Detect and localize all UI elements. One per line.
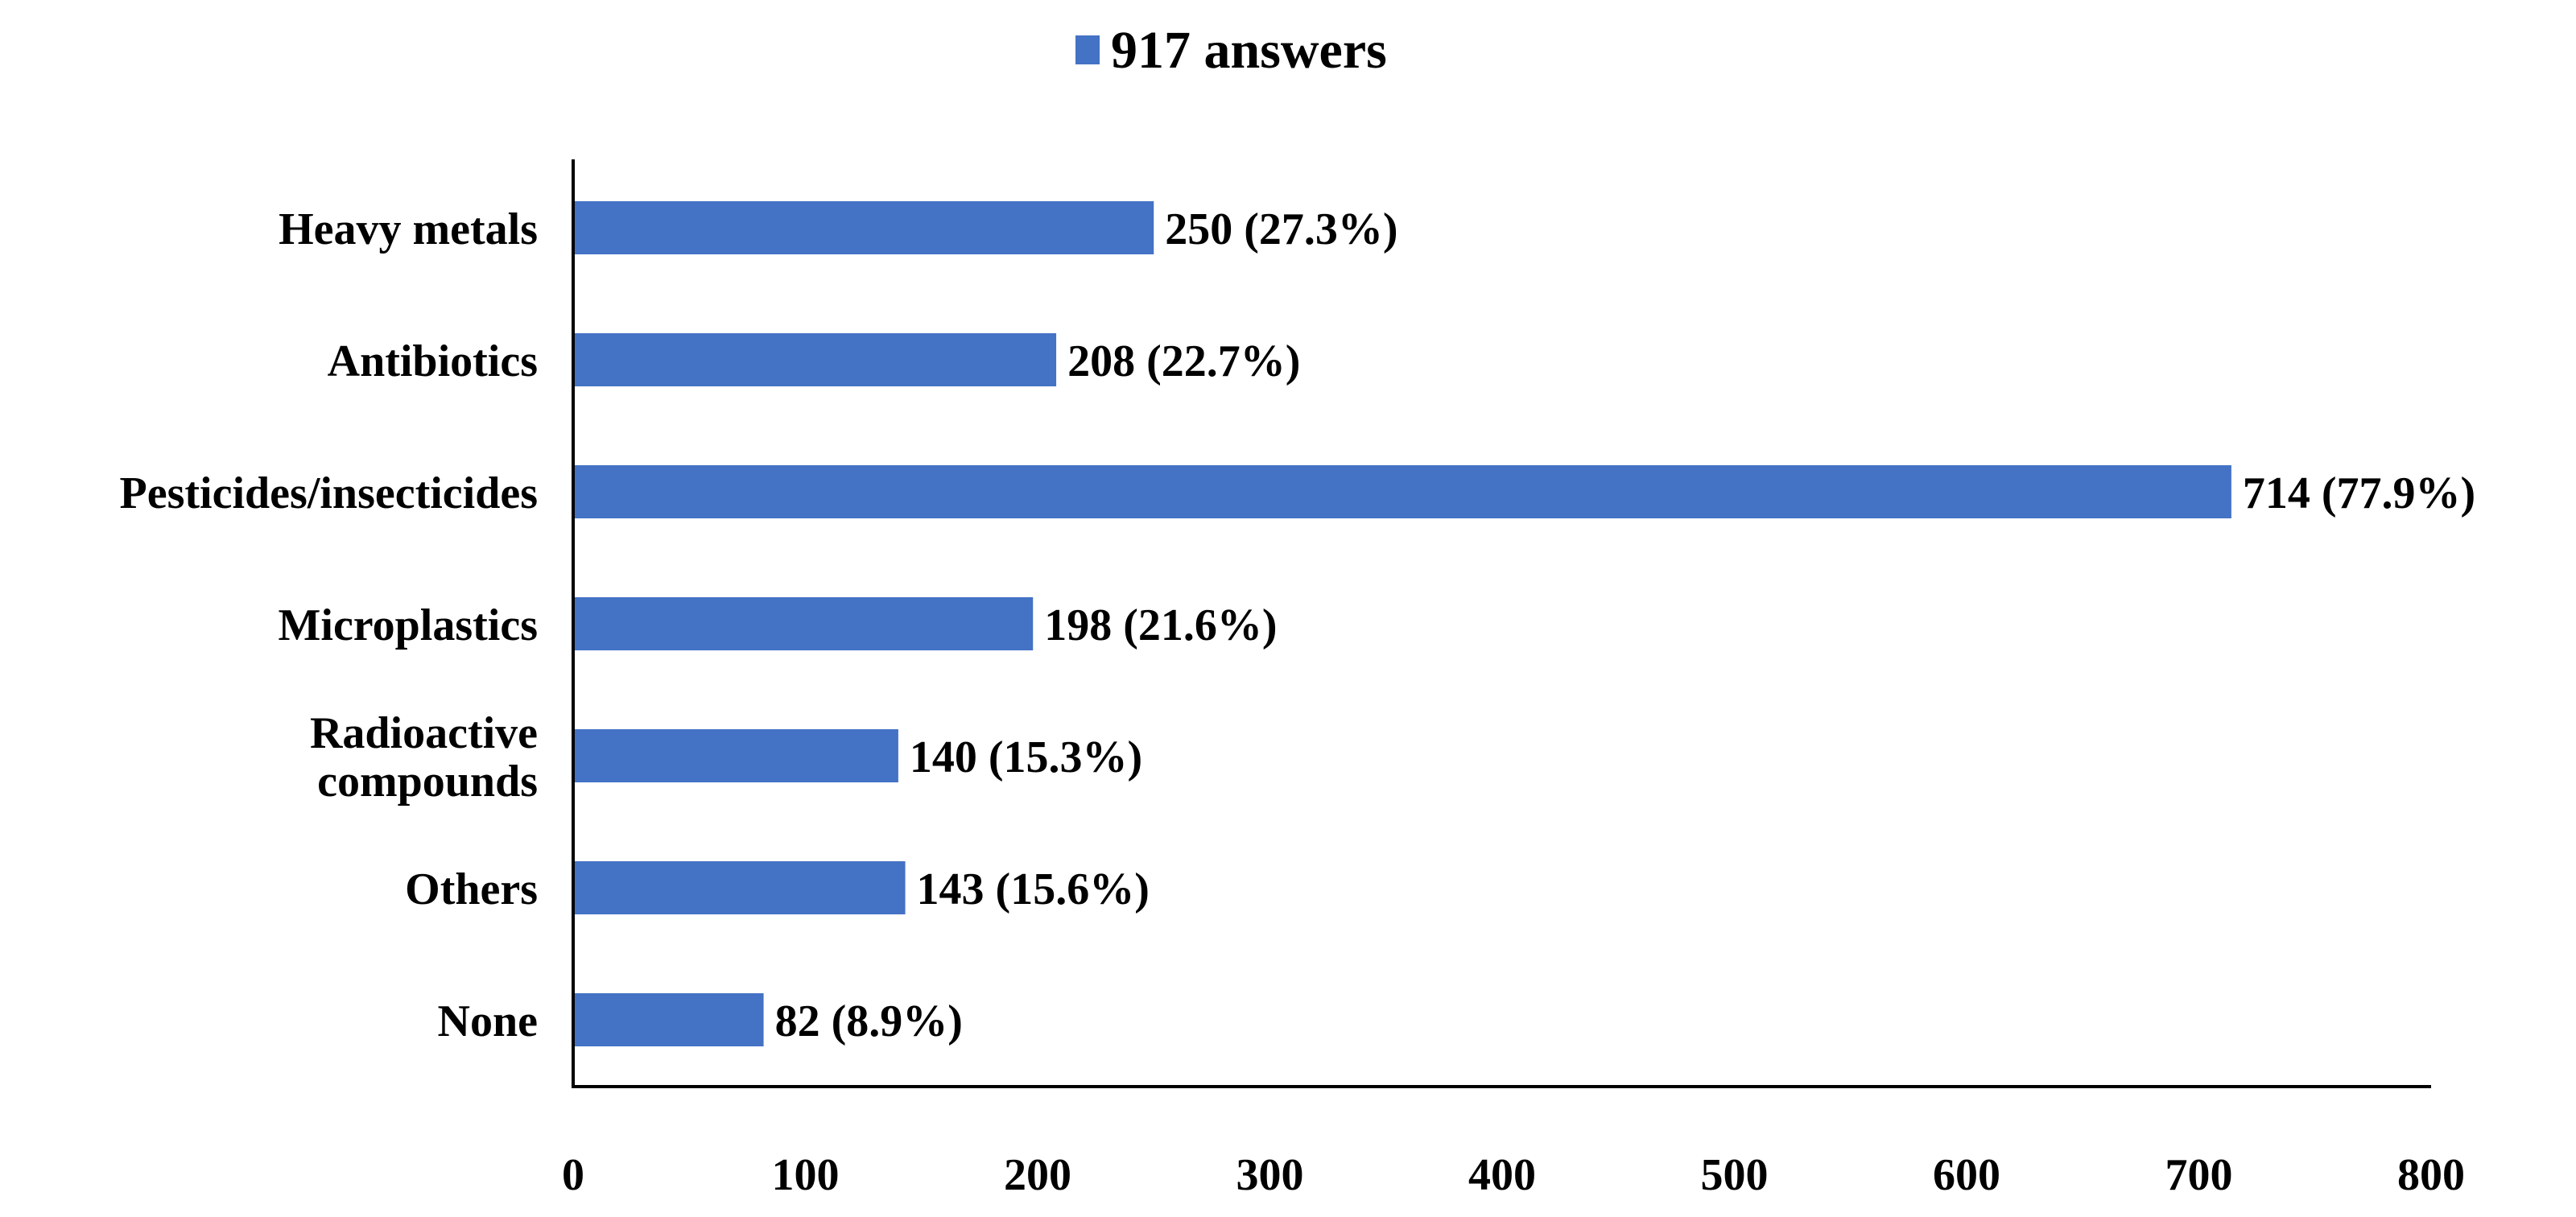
category-label: Radioactive compounds [310,708,538,807]
bar [573,861,906,914]
data-label: 140 (15.3%) [910,732,1142,782]
x-tick-label: 100 [772,1150,840,1200]
category-label: Heavy metals [279,204,538,254]
x-tick-label: 500 [1701,1150,1769,1200]
x-tick-label: 300 [1236,1150,1304,1200]
x-tick-label: 600 [1933,1150,2000,1200]
bar [573,729,898,782]
category-label-line: Microplastics [279,600,538,650]
category-label-line: Antibiotics [328,336,538,386]
x-tick-label: 200 [1004,1150,1071,1200]
legend-swatch [1075,35,1100,64]
category-label-line: None [438,996,538,1046]
category-label: Microplastics [279,600,538,650]
data-label: 250 (27.3%) [1165,204,1397,254]
x-tick-label: 0 [562,1150,584,1200]
legend: 917 answers [1075,21,1387,80]
data-label: 82 (8.9%) [775,996,963,1046]
category-label: Pesticides/insecticides [120,468,538,518]
category-label-line: compounds [317,757,538,807]
bar [573,201,1154,254]
category-label-line: Others [405,864,538,914]
data-label: 714 (77.9%) [2243,468,2475,518]
x-tick-label: 800 [2397,1150,2465,1200]
bar [573,465,2231,518]
category-label: Others [405,864,538,914]
bar [573,333,1057,386]
x-tick-label: 400 [1468,1150,1536,1200]
data-label: 198 (21.6%) [1044,600,1277,650]
x-tick-labels-group: 0 100 200 300 400 500 600 700 800 [562,1150,2465,1200]
data-label: 143 (15.6%) [917,864,1150,914]
bar [573,993,764,1046]
legend-label: 917 answers [1111,21,1387,80]
category-label: Antibiotics [328,336,538,386]
bars-group [573,201,2231,1046]
category-label-line: Radioactive [310,708,538,758]
category-label-line: Heavy metals [279,204,538,254]
category-label: None [438,996,538,1046]
data-labels-group: 250 (27.3%) 208 (22.7%) 714 (77.9%) 198 (21… [775,204,2476,1046]
x-tick-label: 700 [2165,1150,2233,1200]
axes-group [572,159,2431,1088]
data-label: 208 (22.7%) [1067,336,1300,386]
bar [573,597,1034,650]
category-label-line: Pesticides/insecticides [120,468,538,518]
category-labels-group: Heavy metals Antibiotics Pesticides/insect… [120,204,538,1046]
